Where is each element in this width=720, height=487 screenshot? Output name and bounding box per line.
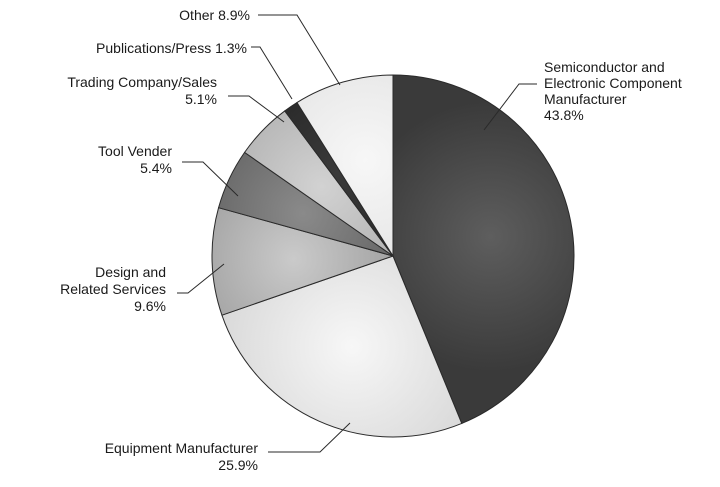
- leader-line-trading-company-sales: [228, 95, 285, 123]
- leader-line-publications-press: [251, 46, 293, 100]
- leader-line-other: [258, 14, 341, 86]
- pie-slice-other: [296, 74, 394, 258]
- leader-line-equipment-manufacturer: [268, 422, 351, 453]
- slice-label-tool-vender: Tool Vender 5.4%: [98, 143, 172, 176]
- slice-label-equipment-manufacturer: Equipment Manufacturer 25.9%: [105, 440, 259, 473]
- slices-layer: [211, 74, 575, 438]
- leader-line-tool-vender: [182, 161, 239, 197]
- pie-slice-semiconductor-and-electronic-component-manufacturer: [392, 74, 575, 425]
- slice-label-design-and-related-services: Design and Related Services 9.6%: [60, 264, 166, 314]
- slice-label-other: Other 8.9%: [179, 7, 250, 23]
- pie-slice-equipment-manufacturer: [221, 255, 463, 438]
- slice-label-publications-press: Publications/Press 1.3%: [96, 40, 247, 56]
- pie-slice-design-and-related-services: [211, 207, 395, 316]
- leader-line-design-and-related-services: [177, 263, 225, 294]
- slice-label-trading-company-sales: Trading Company/Sales 5.1%: [67, 74, 217, 107]
- labels-layer: Semiconductor and Electronic Component Man…: [60, 7, 682, 473]
- leader-line-semiconductor-and-electronic-component-manufacturer: [483, 83, 537, 131]
- slice-label-semiconductor-and-electronic-component-manufacturer: Semiconductor and Electronic Component Man…: [544, 59, 682, 123]
- leader-lines-layer: [177, 14, 537, 453]
